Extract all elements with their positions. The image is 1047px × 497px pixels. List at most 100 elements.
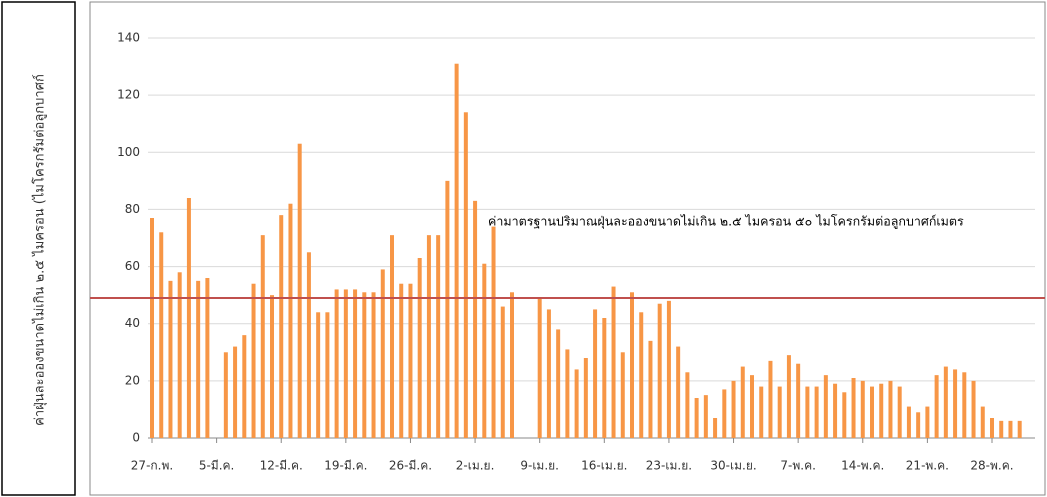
bar: [934, 375, 939, 438]
bar: [916, 412, 921, 438]
y-label-box: [1, 1, 76, 496]
x-tick-label: 23-เม.ย.: [646, 459, 692, 473]
bar: [371, 292, 376, 438]
bar: [177, 272, 182, 438]
bar: [454, 63, 459, 438]
bar: [463, 112, 468, 439]
bar: [962, 372, 967, 438]
x-tick-label: 28-พ.ค.: [970, 459, 1013, 473]
bar: [906, 406, 911, 438]
bar: [777, 386, 782, 438]
bar: [445, 180, 450, 438]
bar: [491, 226, 496, 438]
bar: [316, 312, 321, 438]
bar: [842, 392, 847, 438]
bar: [353, 289, 358, 438]
bar: [694, 398, 699, 438]
bar: [343, 289, 348, 438]
x-tick-label: 27-ก.พ.: [131, 459, 173, 473]
y-tick-label: 140: [117, 31, 140, 45]
bar: [583, 358, 588, 438]
bar: [814, 386, 819, 438]
y-tick-label: 120: [117, 88, 140, 102]
bar: [925, 406, 930, 438]
bar: [602, 318, 607, 438]
bar: [260, 235, 265, 438]
bar: [390, 235, 394, 438]
bar: [168, 280, 173, 438]
bar: [242, 335, 247, 438]
bar: [630, 292, 634, 438]
y-tick-label: 80: [125, 202, 140, 216]
bar: [306, 252, 311, 438]
x-tick-label: 7-พ.ค.: [780, 459, 816, 473]
bar: [999, 420, 1004, 438]
bar: [325, 312, 330, 438]
bar: [888, 380, 893, 438]
bar: [796, 363, 801, 438]
x-tick-label: 9-เม.ย.: [520, 459, 559, 473]
y-tick-label: 60: [125, 259, 140, 273]
bar: [620, 352, 625, 438]
bar: [1008, 420, 1013, 438]
bar: [233, 346, 238, 438]
bar: [297, 143, 302, 438]
x-tick-label: 12-มี.ค.: [260, 459, 303, 473]
bar: [1017, 420, 1022, 438]
bar: [870, 386, 874, 438]
bar: [722, 389, 727, 438]
bar: [759, 386, 764, 438]
x-tick-label: 21-พ.ค.: [906, 459, 949, 473]
y-tick-label: 40: [125, 316, 140, 330]
x-tick-label: 30-เม.ย.: [710, 459, 756, 473]
bar: [657, 303, 662, 438]
bar: [943, 366, 948, 438]
bar: [676, 346, 681, 438]
bar: [537, 298, 542, 438]
bar: [362, 292, 367, 438]
bar: [648, 340, 653, 438]
bar: [897, 386, 902, 438]
bar: [860, 380, 865, 438]
bar: [740, 366, 745, 438]
y-tick-label: 0: [132, 431, 140, 445]
bar: [399, 283, 404, 438]
bar: [731, 380, 736, 438]
bar: [159, 232, 164, 438]
bar: [851, 378, 856, 438]
bar: [205, 278, 210, 438]
bar: [971, 380, 976, 438]
bar: [953, 369, 958, 438]
bar: [251, 283, 256, 438]
bar: [196, 280, 201, 438]
bar: [482, 263, 487, 438]
bar: [611, 286, 616, 438]
bar: [833, 383, 838, 438]
bar: [879, 383, 884, 438]
y-axis-label: ค่าฝุ่นละอองขนาดไม่เกิน ๒.๕ ไมครอน (ไมโค…: [32, 74, 48, 426]
bar: [593, 309, 598, 438]
x-tick-label: 19-มี.ค.: [324, 459, 367, 473]
bar: [713, 418, 718, 438]
bar: [639, 312, 644, 438]
x-tick-label: 5-มี.ค.: [199, 459, 235, 473]
x-tick-label: 2-เม.ย.: [456, 459, 495, 473]
bar: [426, 235, 431, 438]
y-tick-label: 100: [117, 145, 140, 159]
bar: [510, 292, 514, 438]
bar: [186, 198, 191, 438]
bar: [436, 235, 441, 438]
bar: [417, 258, 422, 438]
bar: [556, 329, 561, 438]
bar: [223, 352, 228, 438]
x-tick-label: 26-มี.ค.: [389, 459, 432, 473]
bar: [574, 369, 579, 438]
bar: [288, 203, 293, 438]
bar: [408, 283, 413, 438]
bar: [565, 349, 570, 438]
bar: [768, 360, 773, 438]
bar: [990, 418, 994, 438]
x-tick-label: 16-เม.ย.: [581, 459, 627, 473]
bar: [473, 200, 478, 438]
bar: [823, 375, 828, 438]
